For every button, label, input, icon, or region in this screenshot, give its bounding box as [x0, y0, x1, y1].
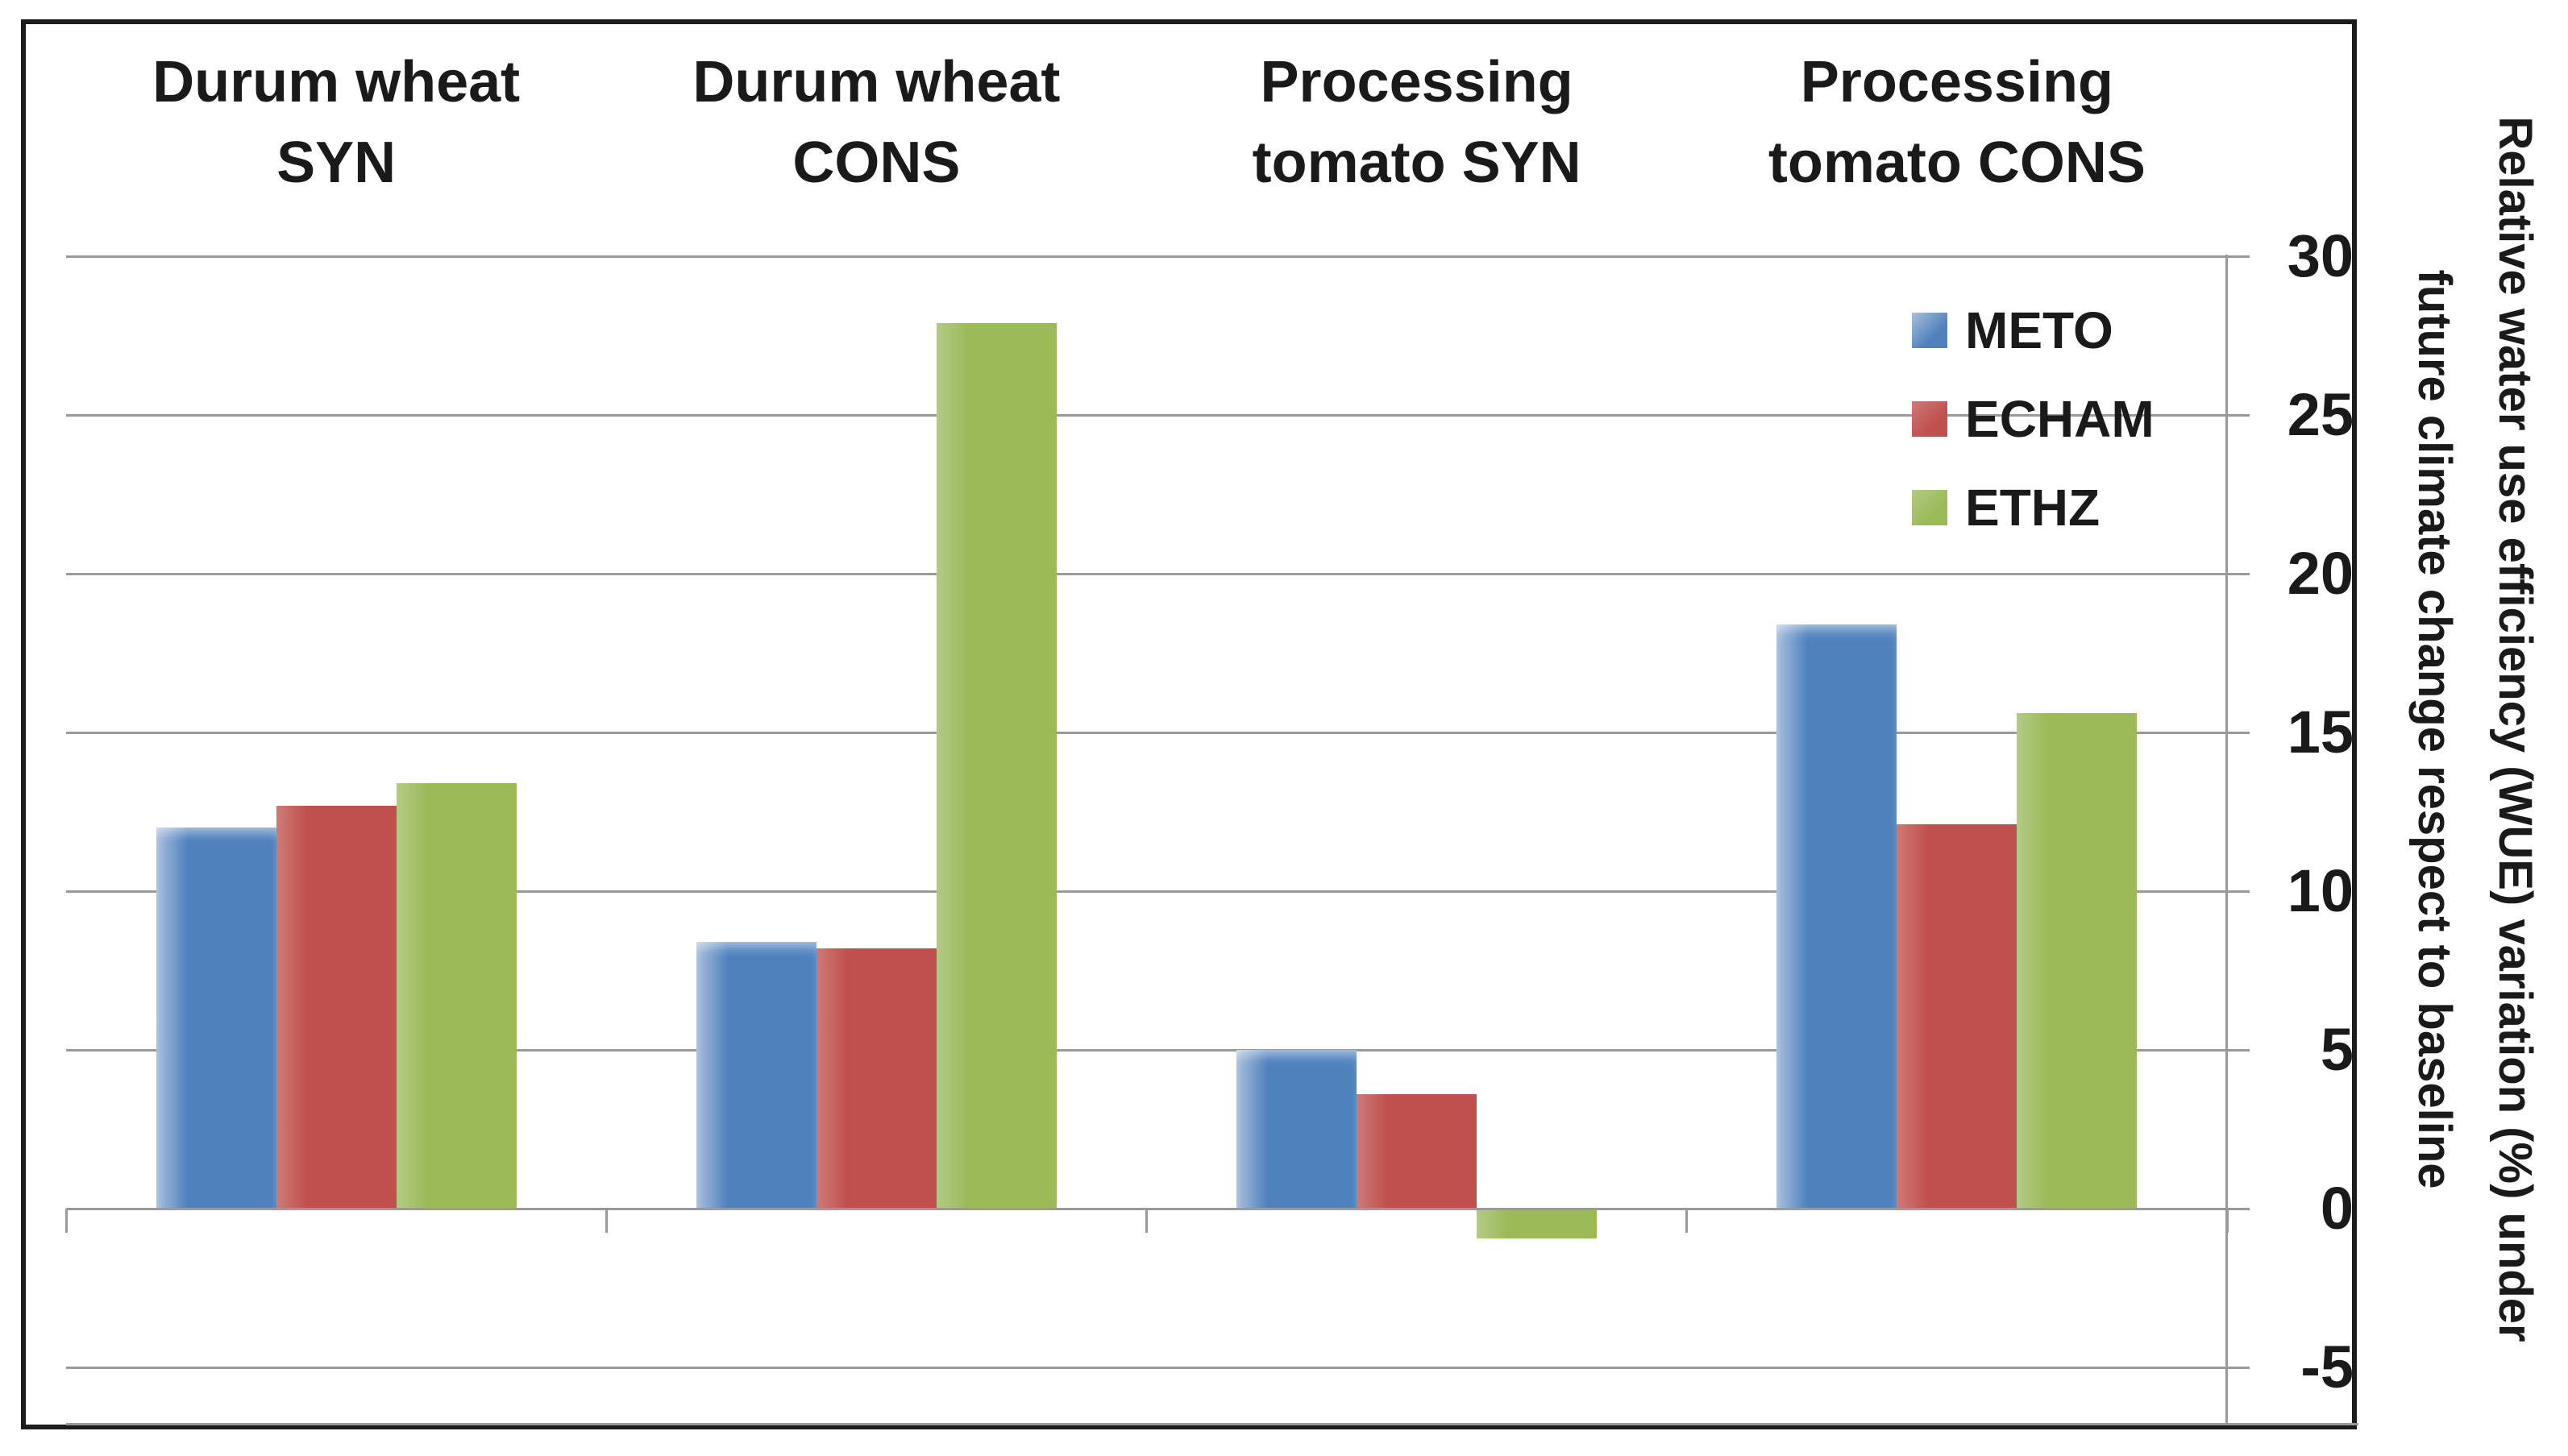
bar-meto-durum-wheat-syn — [156, 828, 276, 1209]
ytick-label-0: 0 — [2320, 1175, 2354, 1242]
category-tick-0 — [64, 1209, 68, 1233]
category-label-line-2: SYN — [276, 131, 397, 195]
plot-bottom-line — [66, 1423, 2358, 1425]
category-label-line-1: Processing — [1260, 50, 1573, 114]
ytick-label-10: 10 — [2287, 857, 2354, 924]
bar-meto-processing-tomato-cons — [1776, 624, 1897, 1209]
gridline-15 — [66, 731, 2227, 734]
category-tick-3 — [1685, 1209, 1689, 1233]
category-label-line-2: tomato CONS — [1768, 131, 2146, 195]
legend-label-ethz: ETHZ — [1965, 479, 2101, 537]
legend-swatch-ethz — [1912, 490, 1947, 525]
legend-label-echam: ECHAM — [1965, 390, 2155, 448]
gridline-10 — [66, 890, 2227, 893]
gridline-5 — [66, 1048, 2227, 1052]
category-tick-2 — [1145, 1209, 1148, 1233]
bar-echam-durum-wheat-syn — [276, 805, 397, 1209]
category-tick-4 — [2225, 1209, 2229, 1233]
category-label-line-1: Durum wheat — [692, 50, 1061, 114]
category-label-line-2: CONS — [792, 131, 961, 195]
ytick-label-30: 30 — [2287, 222, 2354, 289]
legend-swatch-meto — [1912, 313, 1947, 348]
ytick-label-20: 20 — [2287, 540, 2354, 607]
ytick-label-25: 25 — [2287, 381, 2354, 448]
legend-swatch-echam — [1912, 401, 1947, 437]
gridline-30 — [66, 255, 2227, 258]
category-tick-1 — [605, 1209, 608, 1233]
legend-label-meto: METO — [1965, 301, 2113, 359]
legend-item-meto: METO — [1912, 301, 2155, 359]
bar-ethz-durum-wheat-syn — [396, 783, 517, 1209]
gridline--5 — [66, 1366, 2227, 1369]
legend-item-ethz: ETHZ — [1912, 479, 2155, 537]
category-label-processing-tomato-syn: Processing tomato SYN — [1147, 42, 1687, 203]
category-label-line-1: Processing — [1800, 50, 2113, 114]
bar-echam-processing-tomato-cons — [1897, 824, 2017, 1209]
y-axis-title: Relative water use efficiency (WUE) vari… — [2394, 12, 2555, 1446]
legend: METO ECHAM ETHZ — [1912, 301, 2155, 579]
value-axis-line — [2225, 255, 2228, 1425]
category-label-durum-wheat-syn: Durum wheat SYN — [66, 42, 606, 203]
bar-echam-durum-wheat-cons — [816, 948, 937, 1209]
ytick-label--5: -5 — [2300, 1334, 2354, 1400]
category-label-processing-tomato-cons: Processing tomato CONS — [1687, 42, 2227, 203]
gridline-20 — [66, 572, 2227, 575]
ytick-label-5: 5 — [2320, 1016, 2354, 1083]
ytick-label-15: 15 — [2287, 699, 2354, 765]
bar-ethz-durum-wheat-cons — [936, 322, 1057, 1209]
bar-meto-durum-wheat-cons — [696, 942, 817, 1209]
category-label-line-2: tomato SYN — [1252, 131, 1581, 195]
y-axis-title-line-2: future climate change respect to baselin… — [2408, 269, 2461, 1189]
bar-ethz-processing-tomato-cons — [2017, 713, 2138, 1209]
bar-echam-processing-tomato-syn — [1357, 1094, 1477, 1209]
legend-item-echam: ECHAM — [1912, 390, 2155, 448]
gridline-25 — [66, 413, 2227, 417]
bar-ethz-processing-tomato-syn — [1477, 1209, 1598, 1238]
bar-meto-processing-tomato-syn — [1236, 1050, 1357, 1209]
y-axis-title-line-1: Relative water use efficiency (WUE) vari… — [2489, 116, 2541, 1342]
category-label-durum-wheat-cons: Durum wheat CONS — [606, 42, 1146, 203]
category-label-line-1: Durum wheat — [152, 50, 521, 114]
chart-border — [21, 19, 2357, 1429]
